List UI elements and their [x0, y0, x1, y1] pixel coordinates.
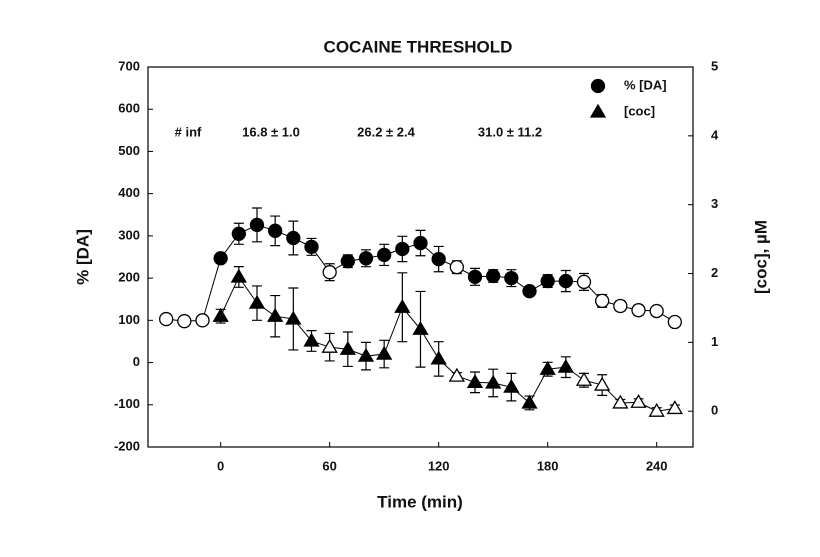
data-point — [613, 298, 628, 314]
x-tick-label: 180 — [537, 458, 559, 473]
data-point — [413, 235, 428, 251]
data-point — [303, 332, 320, 347]
data-point — [231, 226, 246, 241]
data-point — [212, 307, 229, 322]
data-point — [195, 313, 210, 328]
data-point — [230, 268, 247, 283]
y-tick-label: -200 — [114, 438, 140, 453]
y-tick-label: -100 — [114, 396, 140, 411]
data-point — [431, 251, 446, 267]
data-point — [667, 314, 682, 330]
y2-tick-label: 0 — [711, 403, 718, 418]
annotation: 16.8 ± 1.0 — [242, 124, 300, 139]
data-point — [248, 294, 266, 309]
y2-tick-label: 2 — [711, 265, 718, 280]
data-point — [412, 320, 429, 335]
data-point — [576, 274, 592, 290]
data-point — [522, 284, 537, 299]
data-point — [466, 373, 484, 388]
y-tick-label: 500 — [118, 143, 140, 158]
plot-frame — [147, 66, 694, 448]
data-point — [394, 298, 411, 313]
data-point — [557, 358, 574, 373]
data-point — [213, 251, 228, 266]
x-axis-label: Time (min) — [377, 492, 463, 511]
data-point — [376, 345, 393, 360]
data-point — [304, 239, 319, 255]
y2-tick-label: 4 — [711, 127, 719, 142]
data-point — [177, 314, 192, 329]
data-point — [448, 367, 465, 382]
y-tick-label: 0 — [133, 354, 140, 369]
data-point — [649, 303, 664, 319]
data-point — [540, 273, 555, 289]
data-point — [575, 371, 593, 386]
data-point — [249, 217, 265, 233]
data-point — [631, 303, 646, 318]
data-point — [395, 241, 410, 257]
legend-marker — [590, 78, 606, 94]
x-tick-label: 120 — [428, 458, 450, 473]
legend-label: [coc] — [624, 103, 655, 118]
data-point — [357, 347, 375, 362]
data-point — [594, 376, 611, 391]
annotation: # inf — [175, 124, 202, 139]
y-tick-label: 400 — [118, 185, 140, 200]
y-tick-label: 300 — [118, 227, 140, 242]
data-point — [286, 230, 301, 246]
data-point — [159, 311, 174, 327]
legend-label: % [DA] — [624, 77, 667, 92]
data-point — [521, 394, 538, 409]
data-point — [268, 223, 283, 238]
y-tick-label: 100 — [118, 312, 140, 327]
data-point — [340, 254, 355, 269]
data-point — [358, 251, 374, 266]
y2-tick-label: 1 — [711, 334, 718, 349]
data-point — [630, 393, 647, 408]
data-point — [339, 340, 356, 355]
y-tick-label: 200 — [118, 270, 140, 285]
data-point — [377, 247, 392, 263]
annotation: 31.0 ± 11.2 — [478, 124, 542, 139]
data-point — [467, 269, 483, 284]
data-point — [321, 338, 338, 353]
y2-axis-label: [coc], µM — [751, 220, 770, 294]
data-point — [430, 350, 447, 365]
data-point — [504, 270, 519, 286]
data-point — [486, 268, 501, 284]
x-tick-label: 60 — [322, 458, 336, 473]
data-point — [322, 265, 337, 280]
data-point — [648, 402, 665, 417]
data-point — [267, 307, 284, 322]
data-point — [558, 273, 573, 289]
y-axis-label: % [DA] — [73, 229, 92, 285]
data-point — [612, 394, 629, 409]
annotation: 26.2 ± 2.4 — [357, 124, 416, 139]
data-point — [539, 360, 556, 375]
data-point — [595, 293, 610, 309]
x-tick-label: 0 — [217, 458, 224, 473]
data-point — [285, 310, 302, 325]
data-point — [449, 259, 464, 275]
chart-title: COCAINE THRESHOLD — [324, 37, 513, 56]
legend-marker — [589, 103, 607, 118]
data-point — [666, 400, 683, 415]
y-tick-label: 600 — [118, 101, 140, 116]
x-tick-label: 240 — [646, 458, 668, 473]
y2-tick-label: 3 — [711, 196, 718, 211]
y-tick-label: 700 — [118, 58, 140, 73]
data-point — [503, 378, 520, 393]
data-point — [485, 374, 502, 389]
y2-tick-label: 5 — [711, 58, 718, 73]
